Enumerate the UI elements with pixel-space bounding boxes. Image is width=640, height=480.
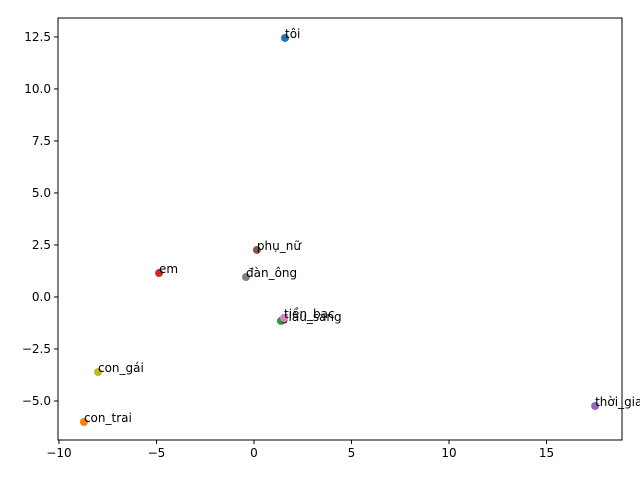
x-tick-label: −10	[46, 446, 71, 460]
point-label: đàn_ông	[246, 266, 297, 280]
point-label: thời_gian	[595, 395, 640, 409]
point-label: tiền_bạc	[284, 307, 335, 321]
y-tick-label: 5.0	[32, 186, 51, 200]
point	[252, 245, 261, 254]
x-tick-label: 15	[539, 446, 554, 460]
x-tick-label: 0	[250, 446, 258, 460]
y-tick-label: 2.5	[32, 238, 51, 252]
y-tick-label: 10.0	[24, 82, 51, 96]
x-tick-label: −5	[148, 446, 166, 460]
y-tick-label: 12.5	[24, 30, 51, 44]
point	[281, 33, 290, 42]
point-label: giàu_sang	[281, 310, 342, 324]
point	[280, 313, 289, 322]
point-label: con_trai	[84, 411, 132, 425]
x-tick-label: 10	[441, 446, 456, 460]
point	[155, 269, 164, 278]
point	[242, 273, 250, 282]
x-tick-label: 5	[348, 446, 356, 460]
point-label: tôi	[285, 27, 300, 41]
point	[93, 368, 102, 377]
y-tick-label: −2.5	[22, 342, 51, 356]
point-label: phụ_nữ	[257, 239, 302, 253]
y-tick-label: 0.0	[32, 290, 51, 304]
y-tick-label: −5.0	[22, 394, 51, 408]
point	[79, 418, 88, 427]
plot-frame	[57, 17, 623, 441]
point-label: con_gái	[98, 361, 144, 375]
point	[591, 401, 600, 410]
point-label: em	[159, 262, 178, 276]
y-tick-label: 7.5	[32, 134, 51, 148]
